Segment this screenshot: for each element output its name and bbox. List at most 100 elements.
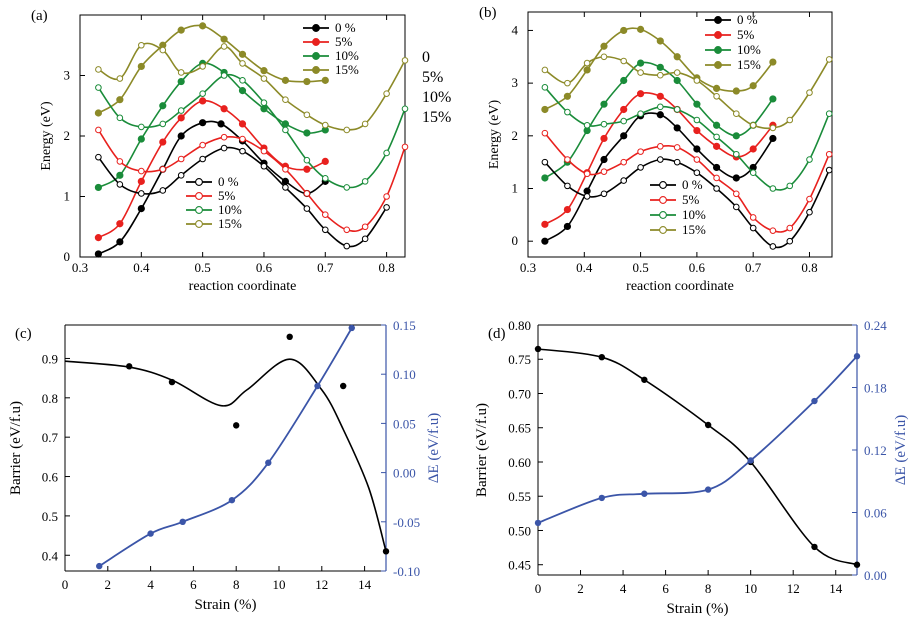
series-point xyxy=(637,148,644,155)
x-tick-label: 6 xyxy=(190,577,197,592)
series-point xyxy=(564,182,571,190)
series-point xyxy=(116,96,124,104)
series-point xyxy=(159,46,167,54)
x-tick-label: 10 xyxy=(744,581,757,596)
legend-marker xyxy=(312,66,320,74)
legend-label: 10% xyxy=(335,48,359,63)
deltaE-point xyxy=(534,519,542,527)
series-point xyxy=(673,53,681,61)
series-point xyxy=(343,184,351,191)
series-point xyxy=(260,105,268,113)
x-tick-label: 0.5 xyxy=(632,260,648,275)
series-point xyxy=(177,172,185,179)
series-point xyxy=(712,84,721,92)
series-point xyxy=(177,114,185,122)
series-point xyxy=(786,224,794,232)
series-point xyxy=(620,57,628,65)
series-point xyxy=(177,77,185,86)
series-point xyxy=(541,84,549,91)
y2-tick-label: -0.05 xyxy=(393,515,420,530)
series-point xyxy=(159,138,167,146)
y-tick-label: 3 xyxy=(512,75,519,90)
deltaE-point xyxy=(747,457,754,464)
series-point xyxy=(769,95,777,103)
series-point xyxy=(732,132,740,140)
barrier-point xyxy=(233,422,240,429)
series-point xyxy=(220,133,228,141)
series-point xyxy=(116,220,124,228)
panel-label: (d) xyxy=(488,326,506,342)
panel-c: 0 2 4 6 8 10 12 14 0.4 0.5 0.6 0.7 0.8 0.9 -0.10 -0.05 0… xyxy=(8,318,442,613)
series-point xyxy=(749,169,757,176)
y2-tick-label: 0.00 xyxy=(864,568,887,583)
legend-marker xyxy=(659,196,667,204)
deltaE-point xyxy=(314,382,321,390)
series-point xyxy=(260,75,268,82)
legend-label: 15% xyxy=(737,57,761,72)
series-line xyxy=(544,55,830,130)
series-point xyxy=(343,242,351,250)
y-tick-label: 0.7 xyxy=(42,430,59,445)
series-point xyxy=(303,190,311,197)
series-point xyxy=(239,147,246,155)
x-axis-label: Strain (%) xyxy=(666,601,728,617)
series-point xyxy=(116,181,124,188)
series-point xyxy=(673,124,681,132)
series-point xyxy=(713,174,720,182)
legend-label: 10% xyxy=(737,42,761,57)
y-tick-label: 3 xyxy=(64,68,71,83)
legend-label: 5% xyxy=(682,192,700,207)
deltaE-point xyxy=(179,518,186,525)
legend-marker xyxy=(195,220,203,228)
series-point xyxy=(177,155,185,163)
series-point xyxy=(825,166,833,174)
y-tick-label: 1 xyxy=(512,181,519,196)
series-point xyxy=(303,205,311,212)
y-tick-label: 0.4 xyxy=(42,548,59,563)
series-point xyxy=(138,123,145,131)
series-point xyxy=(137,205,145,213)
series-point xyxy=(282,96,289,103)
series-point xyxy=(94,183,102,192)
y-tick-label: 0.8 xyxy=(42,391,58,406)
series-point xyxy=(199,22,207,30)
series-point xyxy=(637,69,644,76)
y-axis-label: Barrier (eV/f.u) xyxy=(474,403,490,497)
x-tick-label: 0.8 xyxy=(801,260,817,275)
series-point xyxy=(177,107,185,114)
series-point xyxy=(769,124,777,132)
y-tick-label: 4 xyxy=(512,22,519,37)
series-point xyxy=(239,60,246,67)
series-point xyxy=(137,135,145,143)
series-point xyxy=(636,25,645,33)
series-point xyxy=(159,165,167,173)
series-point xyxy=(600,134,608,143)
series-point xyxy=(116,158,124,165)
y-tick-label: 0.45 xyxy=(508,558,531,573)
series-line xyxy=(97,24,326,114)
barrier-point xyxy=(704,421,712,429)
series-point xyxy=(806,195,813,203)
legend-label: 15% xyxy=(682,222,706,237)
series-point xyxy=(732,150,740,158)
series-point xyxy=(383,90,390,97)
x-axis-label: Strain (%) xyxy=(194,597,256,613)
series-point xyxy=(732,110,740,117)
series-point xyxy=(564,156,571,163)
series-point xyxy=(138,190,145,197)
deltaE-point xyxy=(228,496,236,504)
series-point xyxy=(749,214,757,221)
y2-tick-label: 0.05 xyxy=(393,416,416,431)
legend-marker xyxy=(312,38,320,46)
series-point xyxy=(159,102,167,110)
series-point xyxy=(583,59,591,67)
series-point xyxy=(303,129,311,137)
series-point xyxy=(620,177,628,184)
panel-b: 0.3 0.4 0.5 0.6 0.7 0.8 0 1 2 3 4 reaction coordina… xyxy=(479,5,833,294)
series-point xyxy=(401,105,409,113)
series-point xyxy=(239,135,246,143)
x-tick-label: 14 xyxy=(829,581,843,596)
series-line xyxy=(97,73,406,189)
series-point xyxy=(749,145,757,153)
series-point xyxy=(693,145,701,153)
